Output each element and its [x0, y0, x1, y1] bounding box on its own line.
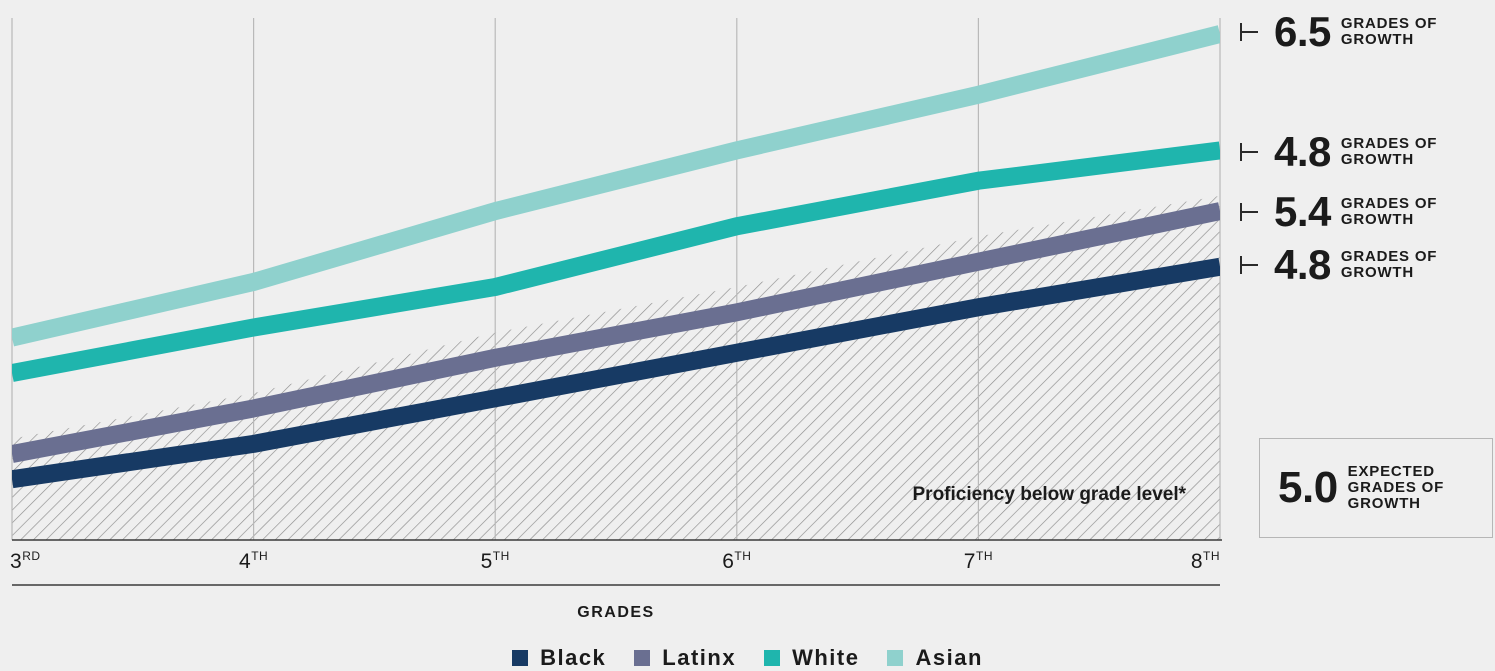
growth-unit-text: GRADES OF GROWTH [1340, 195, 1438, 228]
growth-bracket-icon [1240, 23, 1260, 41]
expected-growth-text: EXPECTED GRADES OF GROWTH [1347, 463, 1445, 512]
growth-value: 5.4 [1274, 188, 1331, 235]
legend-swatch [887, 650, 904, 666]
growth-bracket-icon [1240, 143, 1260, 161]
growth-value: 4.8 [1274, 128, 1331, 175]
growth-label-white: 4.8 GRADES OF GROWTH [1240, 127, 1461, 177]
series-line-white [12, 141, 1220, 382]
x-tick-label: 5TH [481, 549, 510, 573]
expected-growth-value: 5.0 [1278, 463, 1338, 512]
legend-item-asian: Asian [887, 645, 982, 671]
legend-label: Black [540, 645, 607, 670]
x-tick-label: 7TH [964, 549, 993, 573]
growth-unit-text: GRADES OF GROWTH [1340, 15, 1438, 48]
legend-item-latinx: Latinx [634, 645, 736, 671]
legend-item-black: Black [512, 645, 606, 671]
legend-label: White [792, 645, 860, 670]
growth-value: 4.8 [1274, 241, 1331, 288]
growth-label-black: 4.8 GRADES OF GROWTH [1240, 240, 1461, 290]
x-axis-label: GRADES [577, 604, 654, 621]
legend-swatch [764, 650, 781, 666]
proficiency-region-label: Proficiency below grade level* [913, 484, 1187, 505]
series-line-asian [12, 25, 1220, 347]
x-tick-label: 3RD [10, 549, 41, 573]
expected-growth-box: 5.0 EXPECTED GRADES OF GROWTH [1259, 438, 1493, 538]
growth-bracket-icon [1240, 256, 1260, 274]
growth-unit-text: GRADES OF GROWTH [1340, 135, 1438, 168]
series-line-black [12, 257, 1220, 489]
chart-legend: Black Latinx White Asian [0, 645, 1495, 671]
legend-label: Asian [915, 645, 983, 670]
legend-label: Latinx [662, 645, 737, 670]
legend-swatch [634, 650, 651, 666]
x-tick-label: 6TH [722, 549, 751, 573]
growth-label-asian: 6.5 GRADES OF GROWTH [1240, 7, 1461, 57]
growth-bracket-icon [1240, 203, 1260, 221]
x-tick-label: 8TH [1191, 549, 1220, 573]
series-line-latinx [12, 202, 1220, 463]
legend-item-white: White [764, 645, 859, 671]
growth-unit-text: GRADES OF GROWTH [1340, 248, 1438, 281]
growth-label-latinx: 5.4 GRADES OF GROWTH [1240, 187, 1461, 237]
legend-swatch [512, 650, 529, 666]
x-tick-label: 4TH [239, 549, 268, 573]
growth-value: 6.5 [1274, 8, 1331, 55]
